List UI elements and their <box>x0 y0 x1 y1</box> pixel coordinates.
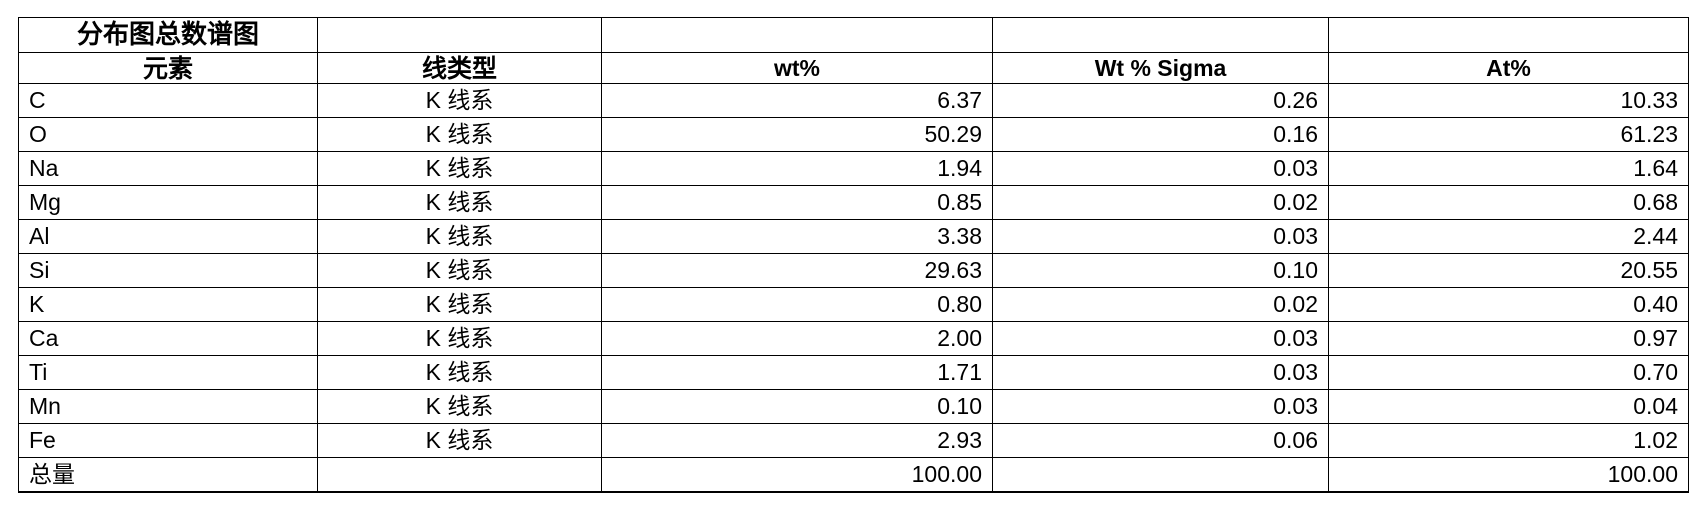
sigma-cell: 0.02 <box>992 185 1329 220</box>
table-row: Ti K 线系 1.71 0.03 0.70 <box>18 355 1689 390</box>
element-cell: Na <box>18 151 318 186</box>
sigma-cell: 0.03 <box>992 355 1329 390</box>
total-label-cell: 总量 <box>18 457 318 493</box>
sigma-cell: 0.26 <box>992 83 1329 118</box>
at-cell: 10.33 <box>1328 83 1689 118</box>
wt-cell: 0.80 <box>601 287 993 322</box>
element-cell: O <box>18 117 318 152</box>
table-row: C K 线系 6.37 0.26 10.33 <box>18 83 1689 118</box>
total-empty-cell <box>992 457 1329 493</box>
element-cell: Al <box>18 219 318 254</box>
at-cell: 0.04 <box>1328 389 1689 424</box>
wt-cell: 2.93 <box>601 423 993 458</box>
at-cell: 1.02 <box>1328 423 1689 458</box>
table-row: Mn K 线系 0.10 0.03 0.04 <box>18 389 1689 424</box>
line-type-cell: K 线系 <box>317 423 602 458</box>
line-type-cell: K 线系 <box>317 219 602 254</box>
element-cell: Mn <box>18 389 318 424</box>
title-spacer-cell <box>317 17 602 53</box>
wt-cell: 3.38 <box>601 219 993 254</box>
sigma-cell: 0.16 <box>992 117 1329 152</box>
sigma-cell: 0.02 <box>992 287 1329 322</box>
table-row: Ca K 线系 2.00 0.03 0.97 <box>18 321 1689 356</box>
title-row: 分布图总数谱图 <box>18 17 1689 53</box>
at-cell: 1.64 <box>1328 151 1689 186</box>
table-row: Mg K 线系 0.85 0.02 0.68 <box>18 185 1689 220</box>
table-row: Na K 线系 1.94 0.03 1.64 <box>18 151 1689 186</box>
line-type-cell: K 线系 <box>317 321 602 356</box>
total-row: 总量 100.00 100.00 <box>18 457 1689 493</box>
line-type-cell: K 线系 <box>317 83 602 118</box>
at-cell: 20.55 <box>1328 253 1689 288</box>
title-spacer-cell <box>1328 17 1689 53</box>
wt-cell: 2.00 <box>601 321 993 356</box>
line-type-cell: K 线系 <box>317 151 602 186</box>
element-cell: Mg <box>18 185 318 220</box>
col-header-line-type: 线类型 <box>317 52 602 84</box>
sigma-cell: 0.06 <box>992 423 1329 458</box>
wt-cell: 6.37 <box>601 83 993 118</box>
element-cell: Si <box>18 253 318 288</box>
wt-cell: 29.63 <box>601 253 993 288</box>
line-type-cell: K 线系 <box>317 389 602 424</box>
col-header-at: At% <box>1328 52 1689 84</box>
total-empty-cell <box>317 457 602 493</box>
table-row: Fe K 线系 2.93 0.06 1.02 <box>18 423 1689 458</box>
col-header-sigma: Wt % Sigma <box>992 52 1329 84</box>
element-cell: K <box>18 287 318 322</box>
element-cell: Fe <box>18 423 318 458</box>
wt-cell: 1.94 <box>601 151 993 186</box>
table-row: Si K 线系 29.63 0.10 20.55 <box>18 253 1689 288</box>
at-cell: 61.23 <box>1328 117 1689 152</box>
col-header-element: 元素 <box>18 52 318 84</box>
line-type-cell: K 线系 <box>317 355 602 390</box>
at-cell: 0.97 <box>1328 321 1689 356</box>
line-type-cell: K 线系 <box>317 117 602 152</box>
element-cell: Ti <box>18 355 318 390</box>
col-header-wt: wt% <box>601 52 993 84</box>
title-spacer-cell <box>992 17 1329 53</box>
title-spacer-cell <box>601 17 993 53</box>
at-cell: 0.68 <box>1328 185 1689 220</box>
at-cell: 2.44 <box>1328 219 1689 254</box>
element-cell: Ca <box>18 321 318 356</box>
total-wt-cell: 100.00 <box>601 457 993 493</box>
total-at-cell: 100.00 <box>1328 457 1689 493</box>
element-cell: C <box>18 83 318 118</box>
table-row: Al K 线系 3.38 0.03 2.44 <box>18 219 1689 254</box>
table-title: 分布图总数谱图 <box>18 17 318 53</box>
eds-results-table-wrap: 分布图总数谱图 元素 线类型 wt% Wt % Sigma At% C K 线系… <box>18 17 1689 493</box>
table-row: O K 线系 50.29 0.16 61.23 <box>18 117 1689 152</box>
eds-results-table: 分布图总数谱图 元素 线类型 wt% Wt % Sigma At% C K 线系… <box>18 17 1689 493</box>
line-type-cell: K 线系 <box>317 287 602 322</box>
line-type-cell: K 线系 <box>317 253 602 288</box>
table-row: K K 线系 0.80 0.02 0.40 <box>18 287 1689 322</box>
sigma-cell: 0.03 <box>992 389 1329 424</box>
sigma-cell: 0.10 <box>992 253 1329 288</box>
header-row: 元素 线类型 wt% Wt % Sigma At% <box>18 52 1689 84</box>
sigma-cell: 0.03 <box>992 219 1329 254</box>
sigma-cell: 0.03 <box>992 151 1329 186</box>
sigma-cell: 0.03 <box>992 321 1329 356</box>
at-cell: 0.70 <box>1328 355 1689 390</box>
wt-cell: 0.10 <box>601 389 993 424</box>
wt-cell: 0.85 <box>601 185 993 220</box>
wt-cell: 50.29 <box>601 117 993 152</box>
wt-cell: 1.71 <box>601 355 993 390</box>
line-type-cell: K 线系 <box>317 185 602 220</box>
at-cell: 0.40 <box>1328 287 1689 322</box>
